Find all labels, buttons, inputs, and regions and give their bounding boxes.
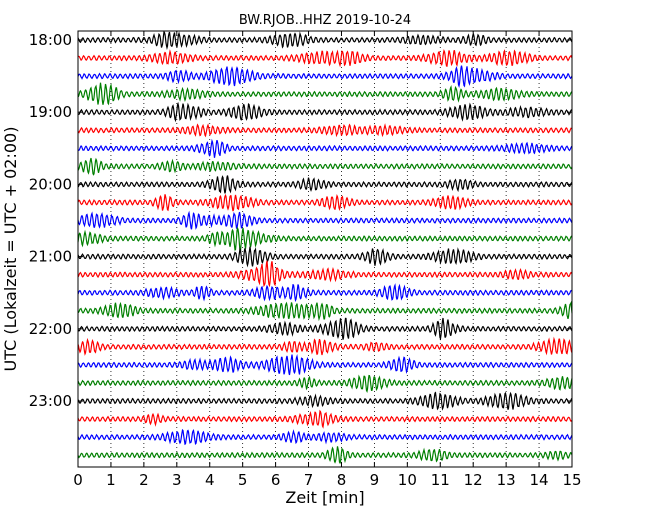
trace-line (77, 317, 573, 341)
x-tick-label: 14 (530, 471, 549, 489)
x-tick-label: 6 (271, 471, 281, 489)
x-tick-label: 3 (172, 471, 182, 489)
trace-line (77, 193, 573, 212)
x-tick-label: 0 (73, 471, 83, 489)
trace-line (77, 101, 573, 123)
x-tick-label: 12 (464, 471, 483, 489)
x-tick-label: 10 (398, 471, 417, 489)
trace-line (77, 283, 573, 303)
y-tick-label: 20:00 (29, 175, 72, 193)
trace-line (77, 300, 573, 322)
trace-line (77, 391, 573, 411)
grid-lines (110, 31, 540, 467)
y-axis-ticks: 18:00 19:00 20:00 21:00 22:00 23:00 (29, 31, 572, 410)
trace-line (77, 353, 573, 376)
trace-line (77, 374, 573, 393)
x-tick-label: 5 (238, 471, 248, 489)
y-tick-label: 22:00 (29, 320, 72, 338)
trace-line (77, 65, 573, 88)
trace-line (77, 210, 573, 230)
y-tick-label: 23:00 (29, 392, 72, 410)
trace-line (77, 123, 573, 138)
x-tick-label: 1 (106, 471, 116, 489)
trace-line (77, 82, 573, 106)
y-axis-label: UTC (Lokalzeit = UTC + 02:00) (1, 127, 20, 372)
trace-line (77, 409, 573, 429)
x-tick-label: 9 (370, 471, 380, 489)
trace-line (77, 428, 573, 446)
x-tick-label: 13 (497, 471, 516, 489)
y-tick-label: 19:00 (29, 103, 72, 121)
x-tick-label: 4 (205, 471, 215, 489)
trace-line (77, 48, 573, 68)
chart-title: BW.RJOB..HHZ 2019-10-24 (239, 13, 411, 28)
trace-line (77, 336, 573, 356)
trace-line (77, 226, 573, 253)
trace-line (77, 175, 573, 194)
x-axis-label: Zeit [min] (285, 488, 364, 507)
trace-line (77, 157, 573, 176)
trace-line (77, 138, 573, 158)
plot-frame (77, 30, 573, 468)
x-tick-label: 7 (304, 471, 314, 489)
trace-line (77, 446, 573, 465)
x-tick-label: 2 (139, 471, 149, 489)
x-tick-label: 15 (562, 471, 581, 489)
x-axis-ticks: 0 1 2 3 4 5 6 7 8 9 10 11 12 13 14 15 (73, 31, 582, 489)
trace-line (77, 246, 573, 268)
seismic-traces (77, 30, 573, 465)
trace-line (77, 30, 573, 50)
y-tick-label: 21:00 (29, 248, 72, 266)
x-tick-label: 11 (431, 471, 450, 489)
y-tick-label: 18:00 (29, 31, 72, 49)
x-tick-label: 8 (337, 471, 347, 489)
trace-line (77, 260, 573, 288)
